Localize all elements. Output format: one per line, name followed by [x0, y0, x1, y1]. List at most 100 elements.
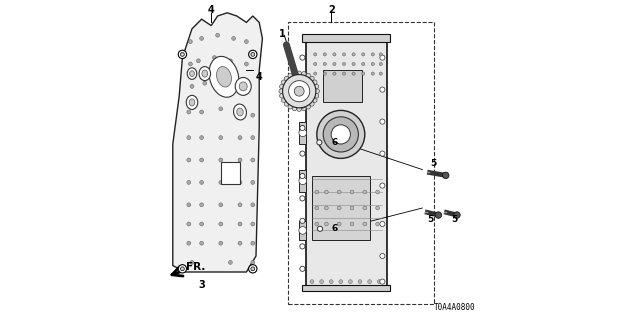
Circle shape — [180, 52, 184, 56]
Ellipse shape — [189, 99, 195, 106]
Circle shape — [178, 265, 187, 273]
Ellipse shape — [234, 104, 246, 120]
Circle shape — [371, 62, 374, 66]
Circle shape — [282, 98, 286, 102]
Circle shape — [330, 280, 333, 284]
Bar — [300, 74, 307, 96]
Circle shape — [200, 158, 204, 162]
Text: 6: 6 — [332, 224, 338, 233]
Circle shape — [362, 72, 365, 75]
Circle shape — [315, 89, 319, 93]
Circle shape — [187, 222, 191, 226]
Circle shape — [378, 280, 381, 284]
Circle shape — [190, 260, 194, 264]
Circle shape — [314, 84, 319, 89]
Circle shape — [320, 280, 324, 284]
Circle shape — [300, 218, 305, 223]
Ellipse shape — [209, 56, 239, 97]
Circle shape — [251, 260, 255, 264]
Polygon shape — [173, 13, 262, 272]
Circle shape — [376, 222, 380, 226]
Circle shape — [380, 151, 385, 156]
Circle shape — [323, 117, 358, 152]
Circle shape — [251, 267, 255, 271]
Circle shape — [249, 265, 257, 273]
Circle shape — [238, 110, 242, 114]
Circle shape — [297, 107, 301, 111]
Circle shape — [306, 105, 310, 109]
Circle shape — [280, 84, 284, 89]
Circle shape — [315, 190, 319, 194]
Text: 4: 4 — [208, 4, 214, 15]
Circle shape — [292, 72, 297, 76]
Circle shape — [380, 279, 385, 284]
Circle shape — [300, 196, 305, 201]
Bar — [302, 285, 390, 291]
Circle shape — [228, 59, 232, 63]
Circle shape — [379, 62, 383, 66]
Circle shape — [324, 206, 328, 210]
Circle shape — [350, 190, 354, 194]
Circle shape — [299, 81, 307, 89]
Circle shape — [297, 71, 301, 76]
Circle shape — [228, 260, 232, 264]
Text: 5: 5 — [431, 159, 436, 168]
Ellipse shape — [202, 70, 207, 77]
Circle shape — [292, 106, 297, 111]
Circle shape — [180, 267, 184, 271]
Bar — [300, 221, 307, 240]
Circle shape — [380, 55, 385, 60]
Circle shape — [190, 84, 194, 88]
Circle shape — [314, 53, 317, 56]
Bar — [300, 170, 307, 192]
Circle shape — [280, 94, 284, 98]
Circle shape — [288, 73, 292, 78]
Circle shape — [251, 52, 255, 56]
Circle shape — [306, 73, 310, 78]
Circle shape — [342, 62, 346, 66]
Circle shape — [251, 222, 255, 226]
Circle shape — [178, 50, 187, 59]
Circle shape — [300, 55, 305, 60]
Circle shape — [342, 53, 346, 56]
Circle shape — [376, 190, 380, 194]
Circle shape — [300, 77, 305, 83]
Circle shape — [288, 105, 292, 109]
Bar — [323, 70, 362, 102]
Circle shape — [314, 62, 317, 66]
Circle shape — [300, 151, 305, 156]
Circle shape — [282, 80, 286, 84]
Circle shape — [317, 226, 323, 231]
Circle shape — [323, 53, 326, 56]
Circle shape — [251, 203, 255, 207]
Circle shape — [317, 110, 365, 158]
Circle shape — [332, 125, 351, 144]
Circle shape — [187, 180, 191, 184]
Circle shape — [333, 53, 336, 56]
Circle shape — [232, 36, 236, 40]
Circle shape — [251, 180, 255, 184]
Circle shape — [244, 62, 248, 66]
Circle shape — [212, 56, 216, 60]
Text: 1: 1 — [279, 28, 286, 39]
Circle shape — [251, 158, 255, 162]
Circle shape — [284, 102, 289, 106]
Bar — [221, 162, 240, 184]
Text: T0A4A0800: T0A4A0800 — [433, 303, 475, 312]
Ellipse shape — [239, 82, 247, 91]
Circle shape — [251, 241, 255, 245]
Circle shape — [312, 80, 317, 84]
Bar — [288, 22, 434, 304]
Circle shape — [348, 280, 352, 284]
Ellipse shape — [187, 68, 197, 79]
Circle shape — [279, 89, 284, 93]
Circle shape — [337, 222, 341, 226]
Circle shape — [350, 222, 354, 226]
Circle shape — [219, 241, 223, 245]
Circle shape — [251, 113, 255, 117]
Circle shape — [200, 36, 204, 40]
Circle shape — [300, 103, 305, 108]
Circle shape — [314, 72, 317, 75]
Text: FR.: FR. — [186, 262, 205, 272]
Circle shape — [371, 72, 374, 75]
